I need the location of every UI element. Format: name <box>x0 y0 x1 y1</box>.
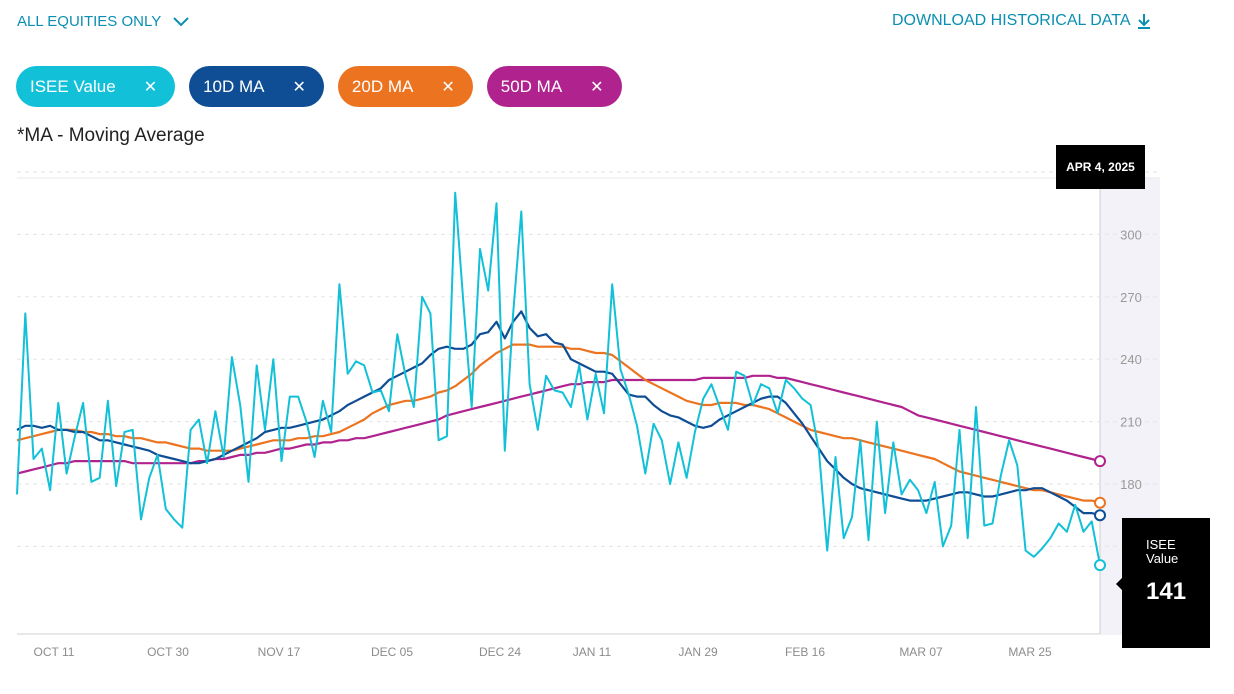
x-tick-label: OCT 30 <box>147 645 189 659</box>
x-tick-label: DEC 05 <box>371 645 413 659</box>
series-line-isee-value <box>16 191 1101 566</box>
moving-average-note: *MA - Moving Average <box>17 125 205 146</box>
download-icon <box>1137 14 1150 29</box>
series-line-10d-ma <box>16 310 1101 517</box>
x-tick-label: MAR 25 <box>1008 645 1052 659</box>
close-icon[interactable]: ✕ <box>590 78 604 96</box>
date-tooltip: APR 4, 2025 <box>1056 145 1145 189</box>
download-historical-data-link[interactable]: DOWNLOAD HISTORICAL DATA <box>892 12 1151 30</box>
hover-marker-20d-ma <box>1094 496 1106 509</box>
hover-marker-50d-ma <box>1094 455 1106 468</box>
y-tick-label: 180 <box>1120 477 1142 492</box>
tooltip-value: 141 <box>1146 578 1187 605</box>
series-line-20d-ma <box>16 343 1101 504</box>
value-tooltip: ISEE Value 141 <box>1116 518 1210 648</box>
chip-20d-ma[interactable]: 20D MA ✕ <box>337 66 473 107</box>
chip-10d-ma[interactable]: 10D MA ✕ <box>189 66 324 107</box>
close-icon[interactable]: ✕ <box>292 78 306 96</box>
x-tick-label: NOV 17 <box>258 645 301 659</box>
x-tick-label: FEB 16 <box>785 645 825 659</box>
y-tick-label: 270 <box>1120 290 1142 305</box>
x-tick-label: DEC 24 <box>479 645 521 659</box>
equities-filter-dropdown[interactable]: ALL EQUITIES ONLY <box>17 13 189 30</box>
chip-label: 20D MA <box>351 76 414 96</box>
close-icon[interactable]: ✕ <box>143 78 158 96</box>
series-chips: ISEE Value ✕ 10D MA ✕ 20D MA ✕ 50D MA ✕ <box>16 66 622 107</box>
x-tick-label: MAR 07 <box>899 645 943 659</box>
series-line-50d-ma <box>16 374 1101 475</box>
line-chart[interactable]: 180 210 240 270 300 OCT 11 OCT 30 NOV 17 DEC 05… <box>0 140 1234 680</box>
chip-isee-value[interactable]: ISEE Value ✕ <box>16 66 176 107</box>
x-tick-label: OCT 11 <box>34 645 75 659</box>
tooltip-arrow <box>1116 578 1122 590</box>
x-tick-label: JAN 29 <box>678 645 718 659</box>
chip-label: 10D MA <box>203 76 265 96</box>
hover-marker-isee-value <box>1094 559 1106 572</box>
tooltip-label: ISEE Value <box>1146 537 1179 566</box>
y-tick-label: 300 <box>1120 227 1142 242</box>
chip-label: 50D MA <box>500 76 563 96</box>
hover-marker-10d-ma <box>1094 509 1106 522</box>
chip-50d-ma[interactable]: 50D MA ✕ <box>486 66 622 107</box>
x-tick-label: JAN 11 <box>573 645 612 659</box>
equities-filter-label: ALL EQUITIES ONLY <box>17 13 162 30</box>
y-tick-label: 210 <box>1120 415 1142 430</box>
chevron-down-icon <box>173 16 189 26</box>
close-icon[interactable]: ✕ <box>441 78 455 96</box>
download-label: DOWNLOAD HISTORICAL DATA <box>892 12 1131 29</box>
chip-label: ISEE Value <box>30 76 116 96</box>
y-tick-label: 240 <box>1120 352 1142 367</box>
